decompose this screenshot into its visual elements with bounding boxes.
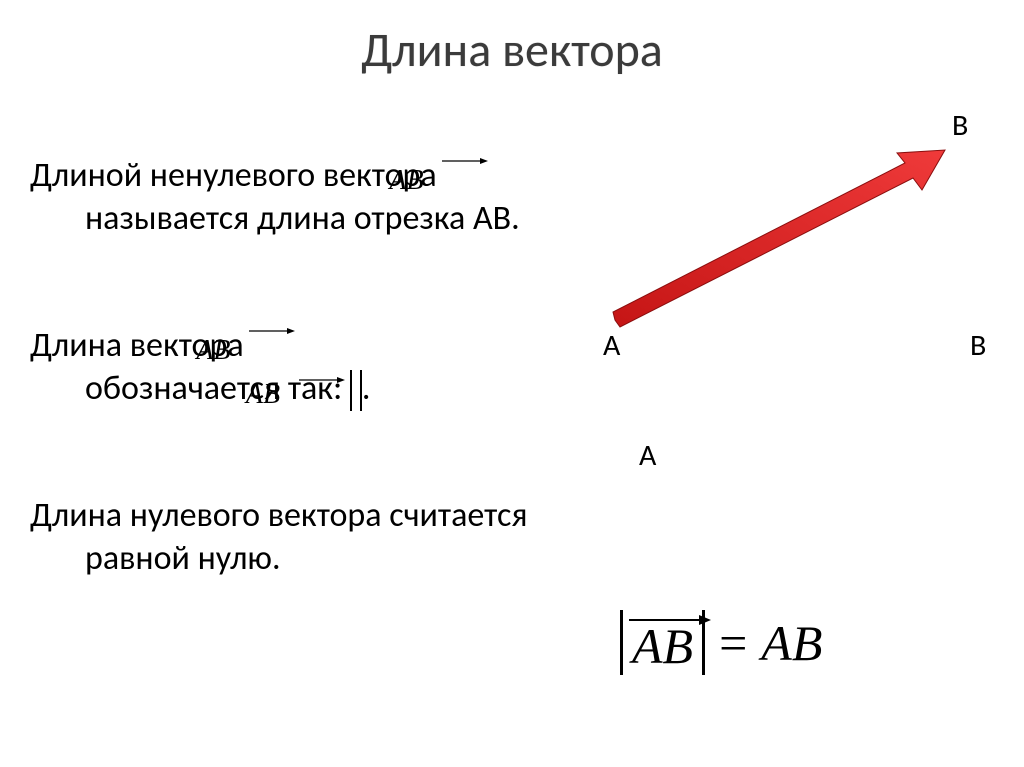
para2-post: . — [362, 368, 371, 409]
diagram-label-a: А — [603, 327, 621, 364]
paragraph-1: Длиной ненулевого вектора AB называется … — [30, 155, 570, 240]
abs-vector-ab-inline: AB — [350, 370, 362, 411]
arrow-over-icon — [249, 326, 295, 336]
diagram-label-a2: А — [639, 437, 657, 474]
paragraph-2: Длина вектора AB обозначается так: AB . — [30, 325, 570, 411]
page-title: Длина вектора — [0, 20, 1024, 79]
arrow-over-icon — [442, 156, 488, 166]
equation-ab: AB = AB — [620, 610, 822, 675]
para2-mid: обозначается так: — [85, 368, 350, 409]
vector-arrow-shape — [613, 150, 945, 327]
equals-sign: = — [719, 614, 747, 672]
para1-pre: Длиной ненулевого вектора — [30, 155, 444, 196]
paragraph-3: Длина нулевого вектора считается равной … — [30, 495, 570, 580]
para1-post: называется длина отрезка АВ. — [85, 198, 520, 239]
equation-abs-left: AB — [620, 610, 705, 675]
diagram-label-b: В — [952, 107, 968, 144]
arrow-over-icon — [629, 614, 711, 626]
diagram-label-b2: В — [970, 327, 986, 364]
equation-right: AB — [761, 614, 822, 672]
vector-diagram: А В А В — [575, 95, 1005, 475]
arrow-over-icon — [299, 375, 345, 385]
